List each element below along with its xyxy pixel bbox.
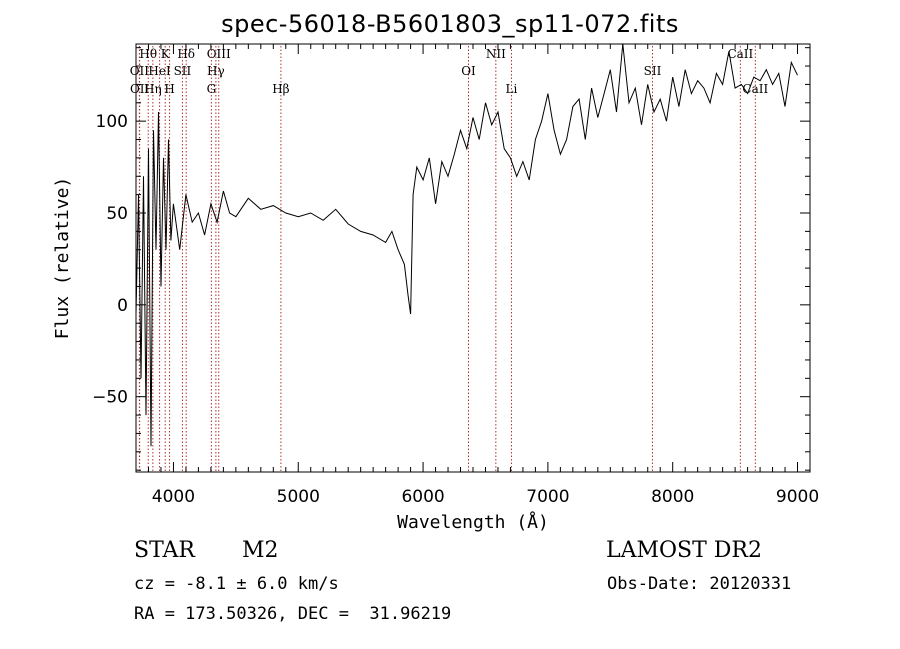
y-tick-label: 100 — [96, 112, 128, 132]
line-marker-label: OII — [130, 82, 150, 96]
line-marker-label: G — [207, 82, 217, 96]
line-marker-label: CaII — [742, 82, 768, 96]
y-tick-label: 50 — [106, 204, 128, 224]
line-marker-label: Hβ — [272, 82, 289, 96]
x-axis-label: Wavelength (Å) — [397, 511, 549, 533]
line-marker-label: OI — [461, 64, 476, 78]
survey-name: LAMOST DR2 — [606, 538, 762, 563]
line-marker-label: Hγ — [207, 64, 225, 78]
redshift-velocity: cz = -8.1 ± 6.0 km/s — [134, 574, 339, 594]
line-marker-label: H — [164, 82, 174, 96]
line-marker-label: Li — [506, 82, 518, 96]
observation-date: Obs-Date: 20120331 — [607, 574, 792, 594]
x-tick-label: 9000 — [776, 487, 819, 507]
line-marker-label: SII — [174, 64, 192, 78]
object-class: STAR — [134, 538, 195, 563]
x-tick-label: 6000 — [401, 487, 444, 507]
y-tick-label: −50 — [92, 388, 128, 408]
x-tick-label: 7000 — [526, 487, 569, 507]
line-marker-label: NII — [486, 47, 506, 61]
line-marker-label: CaII — [727, 47, 753, 61]
spectrum-series — [135, 43, 798, 447]
coordinates: RA = 173.50326, DEC = 31.96219 — [134, 604, 452, 624]
line-marker-label: Hη — [144, 82, 162, 96]
axis-ticks: 4000 5000 6000 7000 8000 9000 −50 0 50 100 — [92, 44, 819, 507]
line-marker-label: K — [161, 47, 171, 61]
y-tick-label: 0 — [117, 296, 128, 316]
plot-frame — [135, 43, 811, 473]
x-tick-label: 8000 — [651, 487, 694, 507]
line-marker-label: HeI — [148, 64, 171, 78]
line-marker-label: OIII — [207, 47, 231, 61]
x-tick-label: 4000 — [152, 487, 195, 507]
line-marker-label: SII — [644, 64, 662, 78]
y-axis-label: Flux (relative) — [52, 177, 73, 340]
line-marker-label: Hθ — [139, 47, 157, 61]
line-marker-label: Hδ — [177, 47, 195, 61]
x-tick-label: 5000 — [277, 487, 320, 507]
spectral-subclass: M2 — [242, 538, 279, 563]
chart-title: spec-56018-B5601803_sp11-072.fits — [221, 10, 679, 38]
